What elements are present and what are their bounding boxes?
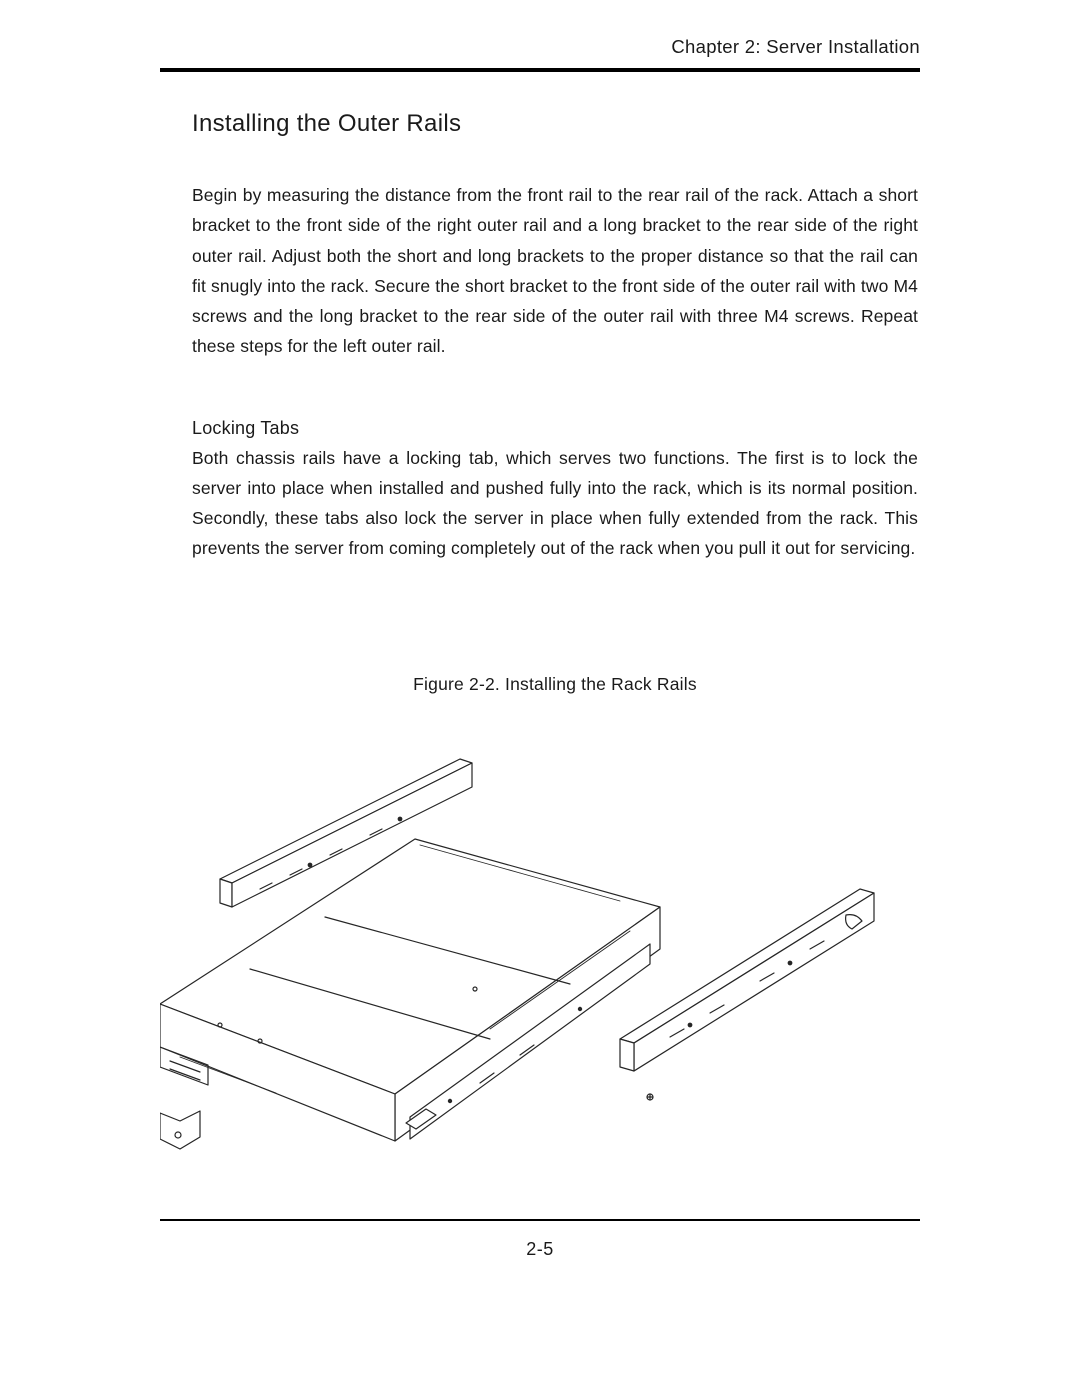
subsection-paragraph: Both chassis rails have a locking tab, w…: [192, 443, 918, 564]
section-title: Installing the Outer Rails: [192, 110, 918, 138]
figure-diagram: [160, 739, 920, 1219]
figure-caption: Figure 2-2. Installing the Rack Rails: [192, 674, 918, 695]
section-paragraph-1: Begin by measuring the distance from the…: [192, 180, 918, 362]
rack-rails-diagram-svg: [160, 739, 920, 1219]
page-number: 2-5: [160, 1239, 920, 1260]
header-rule: [160, 68, 920, 72]
subsection-heading: Locking Tabs: [192, 418, 918, 439]
chapter-header: Chapter 2: Server Installation: [160, 36, 920, 58]
